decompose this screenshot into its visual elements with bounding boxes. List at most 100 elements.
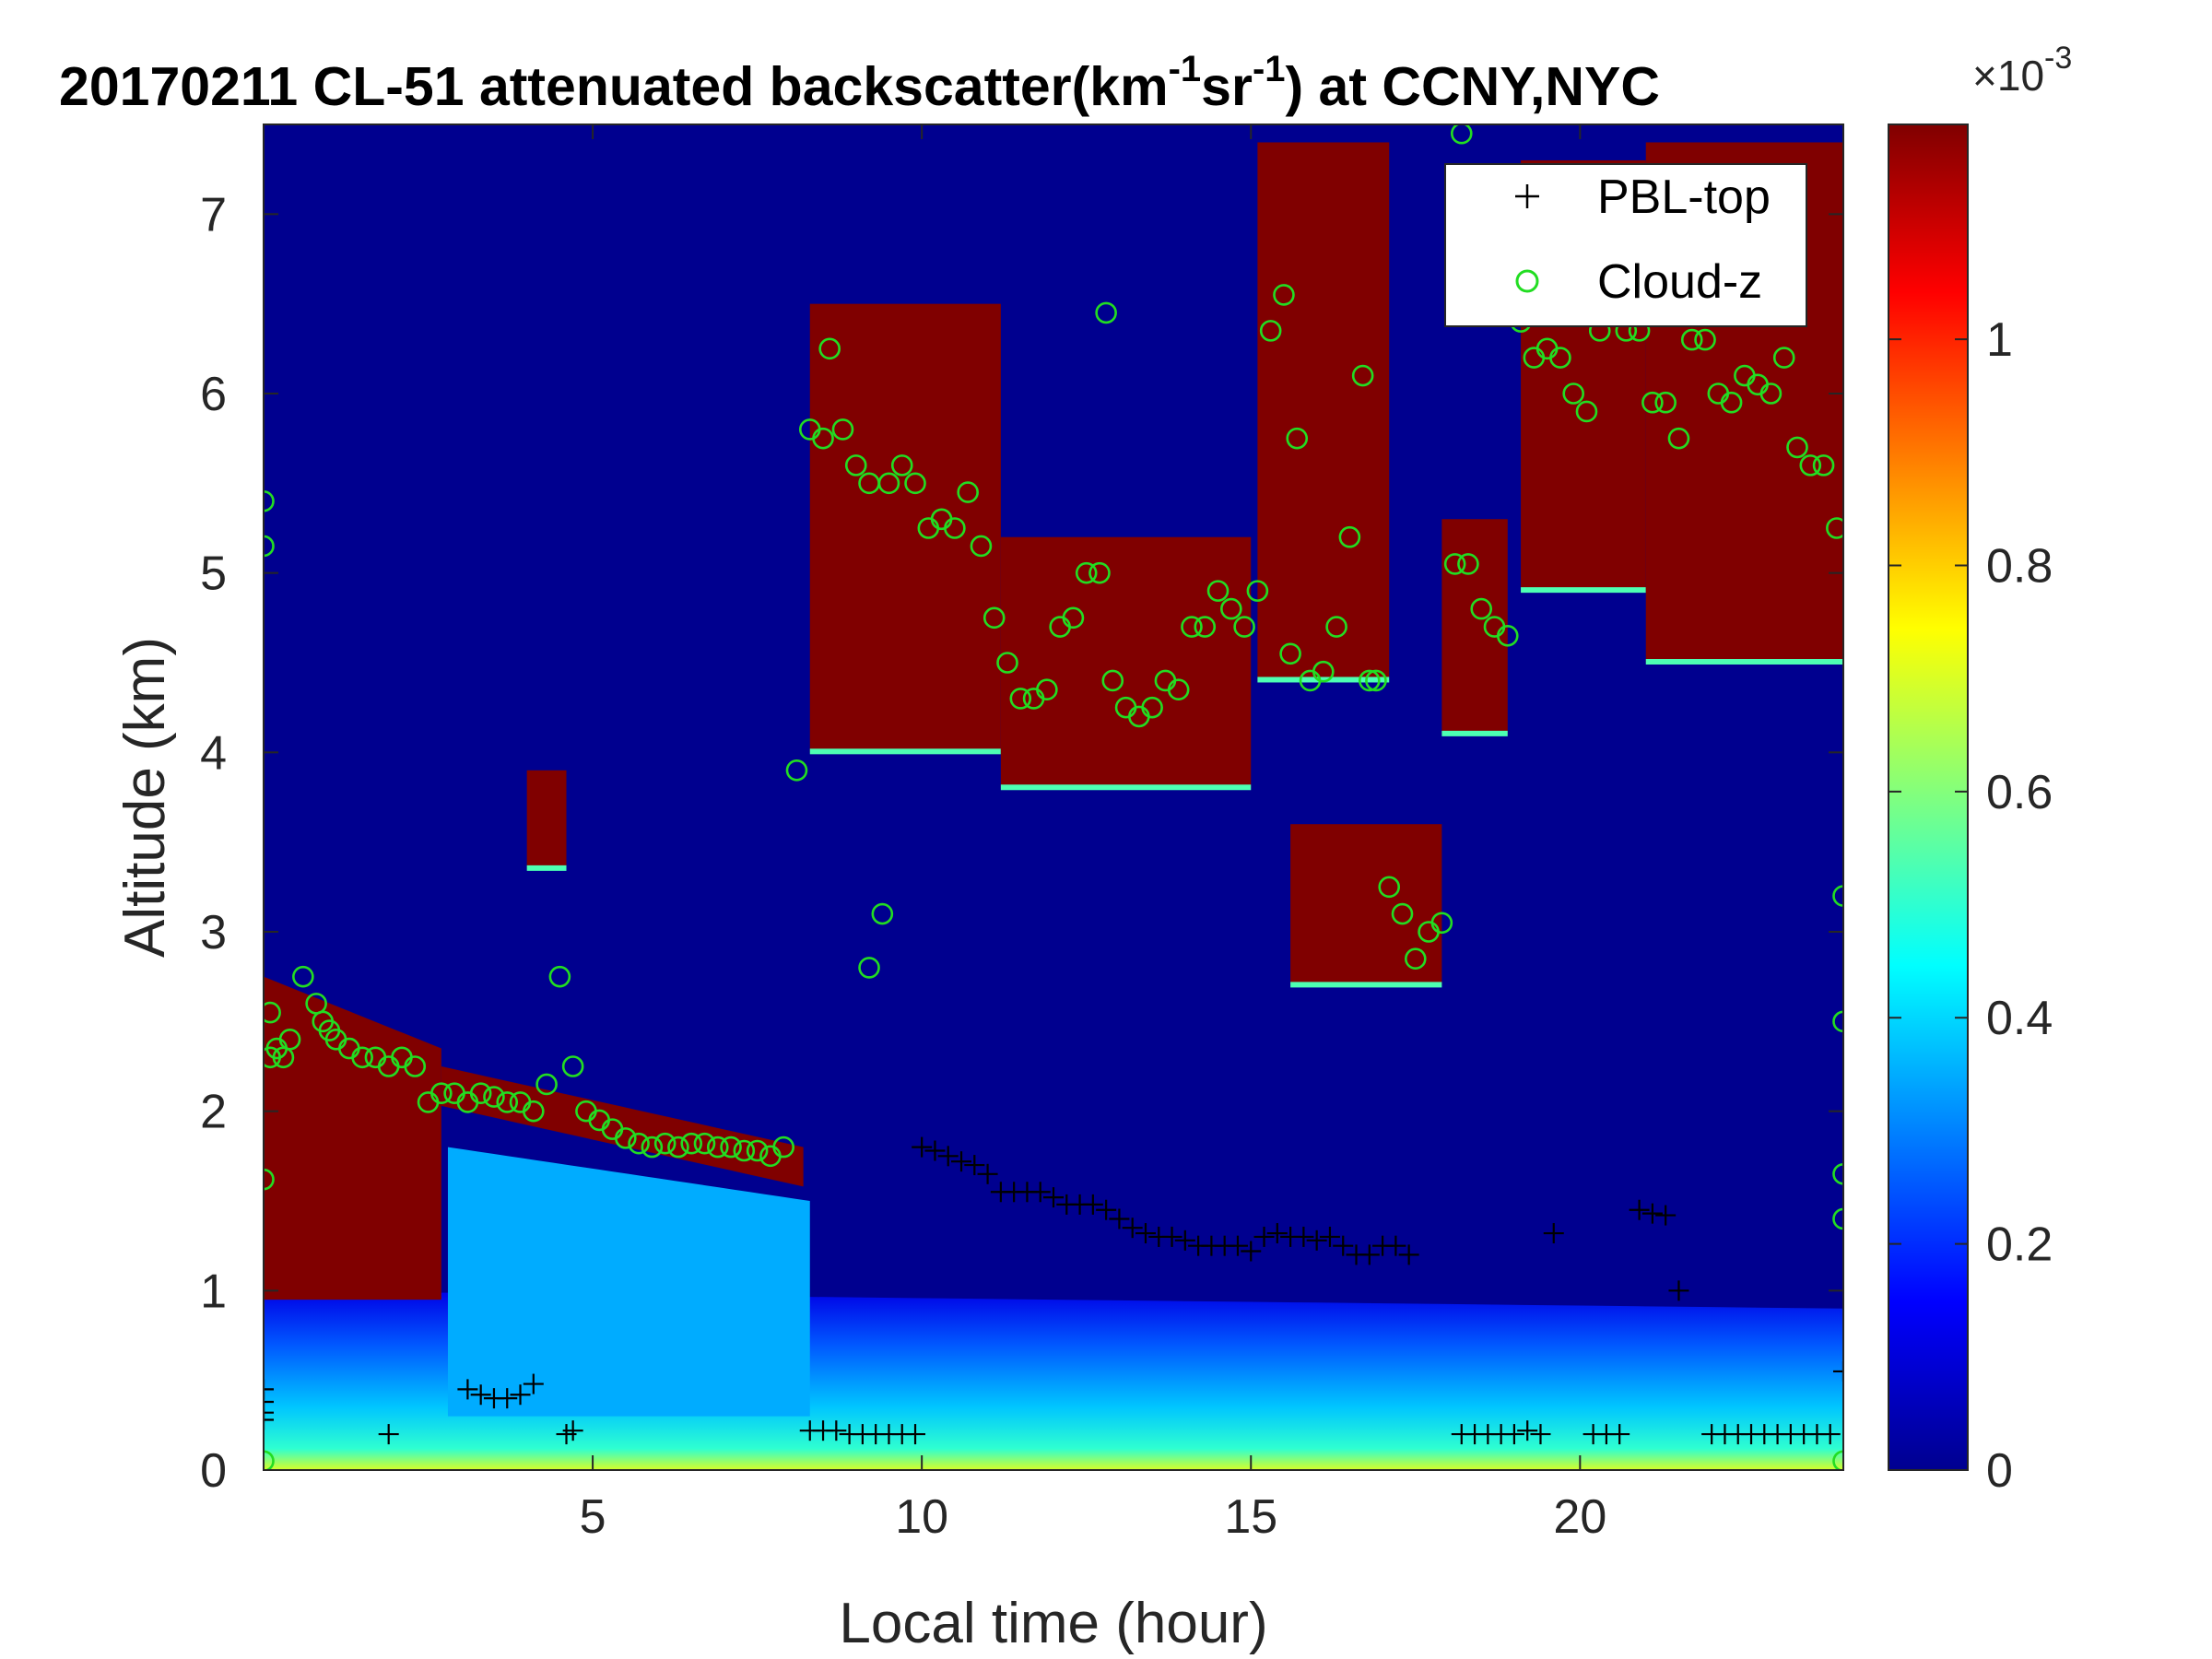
pbl-top-point bbox=[497, 1388, 518, 1409]
colorbar-multiplier: ×10-3 bbox=[1972, 41, 2072, 100]
legend-box bbox=[1444, 163, 1807, 327]
cloud-z-point bbox=[1832, 1207, 1843, 1230]
y-tick-label: 4 bbox=[200, 726, 227, 780]
cloud-region bbox=[1000, 536, 1252, 789]
cloud-z-point bbox=[844, 454, 867, 477]
plot-frame bbox=[263, 124, 1844, 1471]
cloud-z-point bbox=[1562, 382, 1584, 405]
cloud-z-point bbox=[1470, 597, 1493, 620]
pbl-top-point bbox=[912, 1136, 933, 1158]
legend-label-pbl-top: PBL-top bbox=[1597, 171, 1771, 224]
pbl-top-point bbox=[1655, 1205, 1677, 1226]
legend-label-cloud-z: Cloud-z bbox=[1597, 255, 1762, 309]
y-tick-label: 6 bbox=[200, 368, 227, 421]
cloud-z-point bbox=[1772, 347, 1795, 369]
pbl-top-point bbox=[1668, 1280, 1689, 1301]
cloud-z-point bbox=[1338, 525, 1361, 548]
cloud-z-point bbox=[871, 902, 894, 925]
pbl-top-point bbox=[1241, 1241, 1262, 1262]
cloud-z-point bbox=[548, 965, 571, 988]
cloud-z-point bbox=[1206, 580, 1230, 602]
cloud-z-point bbox=[523, 1100, 545, 1123]
cloud-z-point bbox=[1680, 328, 1703, 351]
x-axis: 5 10 15 20 bbox=[580, 124, 1606, 1544]
cloud-z-point bbox=[1799, 454, 1822, 477]
pbl-top-point bbox=[1306, 1230, 1327, 1251]
cloud-z-point bbox=[746, 1139, 769, 1162]
legend-marker-cloud-z bbox=[1515, 269, 1539, 293]
cloud-z-point bbox=[1095, 301, 1117, 324]
cloud-z-point bbox=[890, 454, 913, 477]
cloud-z-point bbox=[1378, 876, 1401, 899]
cloud-z-point bbox=[1246, 580, 1269, 602]
cloud-z-point bbox=[693, 1132, 716, 1155]
cloud-z-point bbox=[1286, 427, 1309, 450]
cloud-z-point bbox=[404, 1055, 427, 1077]
y-tick-label: 0 bbox=[200, 1444, 227, 1498]
plot-area bbox=[264, 124, 1843, 1470]
pbl-top-point bbox=[264, 1379, 274, 1400]
cloud-z-point bbox=[1430, 912, 1453, 935]
cloud-z-point bbox=[1312, 660, 1335, 683]
cloud-z-point bbox=[1667, 427, 1690, 450]
pbl-top-point bbox=[1122, 1218, 1143, 1239]
cloud-z-point bbox=[1832, 1010, 1843, 1033]
pbl-top-point bbox=[826, 1420, 847, 1441]
pbl-top-point bbox=[1253, 1226, 1275, 1247]
pbl-top-point bbox=[470, 1384, 491, 1406]
cloud-fringe bbox=[526, 865, 567, 871]
cloud-z-point bbox=[904, 472, 926, 495]
colorbar-tick-label: 1 bbox=[1986, 313, 2013, 367]
pbl-top-point bbox=[1030, 1182, 1051, 1203]
cloud-z-point bbox=[1404, 947, 1427, 970]
cloud-z-point bbox=[996, 652, 1018, 674]
cloud-z-point bbox=[1088, 561, 1111, 584]
pbl-top-point bbox=[1135, 1223, 1156, 1244]
cloud-z-point bbox=[1359, 669, 1381, 692]
cloud-z-point bbox=[720, 1135, 742, 1159]
cloud-z-point bbox=[483, 1086, 505, 1108]
cloud-z-point bbox=[1194, 616, 1217, 638]
cloud-z-point bbox=[653, 1132, 677, 1155]
pbl-top-point bbox=[1503, 1424, 1524, 1445]
cloud-z-point bbox=[264, 1168, 275, 1191]
cloud-z-point bbox=[264, 1001, 281, 1024]
pbl-top-point bbox=[964, 1155, 985, 1176]
cloud-z-point bbox=[680, 1132, 703, 1155]
y-tick-label: 7 bbox=[200, 188, 227, 241]
pbl-top-point bbox=[1161, 1226, 1182, 1247]
pbl-top-point bbox=[523, 1373, 544, 1394]
cloud-z-point bbox=[1654, 391, 1677, 414]
cloud-z-point bbox=[278, 1029, 301, 1051]
cloud-z-point bbox=[641, 1135, 664, 1159]
cloud-z-point bbox=[292, 965, 314, 988]
cloud-z-point bbox=[1220, 597, 1242, 620]
pbl-top-point bbox=[1819, 1424, 1841, 1445]
mixed-layer-aerosol bbox=[447, 1147, 810, 1417]
cloud-z-point bbox=[706, 1135, 729, 1159]
cloud-z-point bbox=[1259, 320, 1282, 342]
cloud-fringe bbox=[1000, 784, 1252, 791]
cloud-z-point bbox=[733, 1139, 756, 1162]
cloud-z-point bbox=[1167, 678, 1190, 701]
cloud-fringe bbox=[809, 748, 1001, 755]
cloud-z-point bbox=[818, 337, 841, 360]
pbl-top-point bbox=[951, 1151, 972, 1172]
backscatter-heatmap bbox=[264, 142, 1843, 1470]
legend-marker-pbl-top bbox=[1515, 184, 1539, 208]
cloud-z-point bbox=[1036, 678, 1058, 701]
cloud-z-point bbox=[1141, 696, 1163, 719]
cloud-z-point bbox=[1457, 553, 1479, 575]
cloud-z-point bbox=[1575, 400, 1598, 423]
pbl-top-point bbox=[1385, 1235, 1406, 1256]
cloud-z-point bbox=[1720, 391, 1743, 414]
cloud-z-point bbox=[1826, 517, 1843, 539]
cloud-z-point bbox=[1279, 642, 1301, 665]
cloud-z-point bbox=[496, 1091, 519, 1113]
colorbar-tick-label: 0.4 bbox=[1986, 992, 2053, 1045]
colorbar-tick-label: 0 bbox=[1986, 1444, 2013, 1498]
cloud-z-point bbox=[535, 1073, 558, 1096]
cloud-z-point bbox=[1549, 347, 1571, 369]
cloud-region bbox=[1441, 519, 1508, 735]
